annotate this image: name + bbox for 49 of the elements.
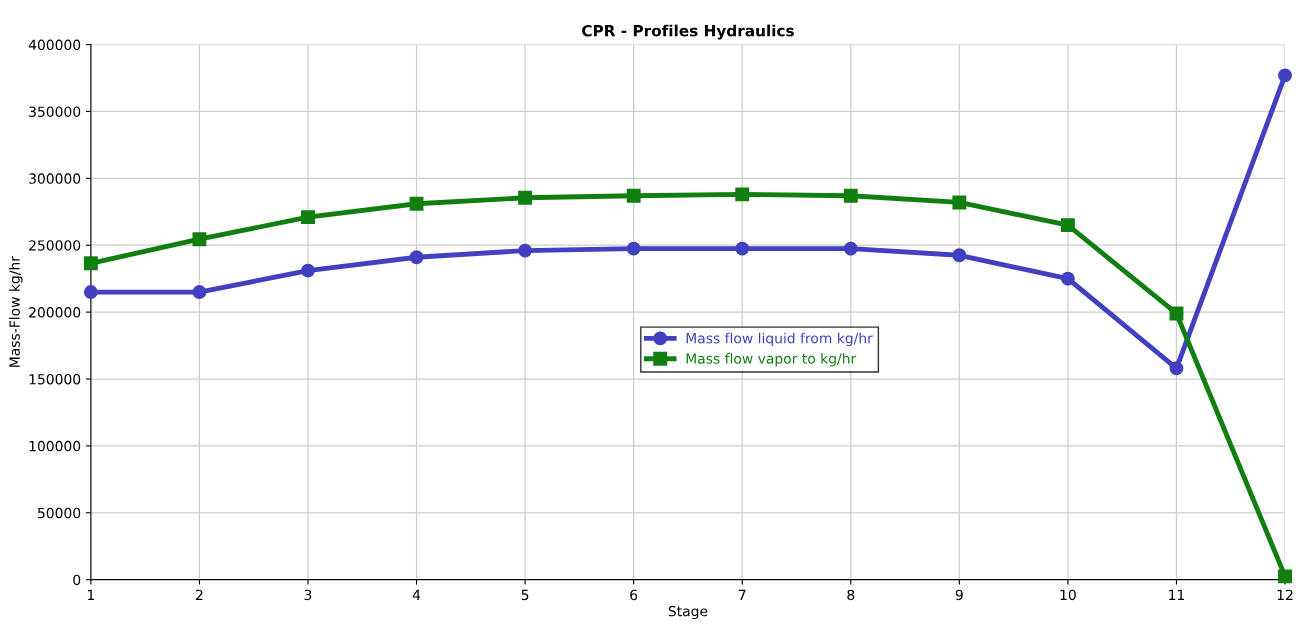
x-tick-label: 5 <box>521 589 529 601</box>
point <box>192 285 207 300</box>
x-tick-label: 10 <box>1060 589 1076 601</box>
x-tick-label: 11 <box>1169 589 1185 600</box>
point <box>1278 68 1292 83</box>
point <box>518 190 533 205</box>
x-axis-title: Stage <box>668 605 708 620</box>
y-tick-label: 400000 <box>28 39 81 51</box>
legend-label: Mass flow liquid from kg/hr <box>686 332 873 347</box>
x-tick-label: 9 <box>955 589 963 601</box>
point <box>301 263 315 278</box>
y-tick-label: 250000 <box>29 240 81 251</box>
x-tick-label: 4 <box>412 589 421 600</box>
y-tick-label: 0 <box>73 574 81 586</box>
point <box>192 232 207 247</box>
y-tick-label: 300000 <box>29 173 81 184</box>
point <box>1060 271 1075 286</box>
chart-title: CPR - Profiles Hydraulics <box>582 24 794 40</box>
y-axis-title: Mass-Flow kg/hr <box>9 256 23 367</box>
point <box>301 210 315 225</box>
point <box>1060 218 1075 233</box>
legend-label: Mass flow vapor to kg/hr <box>686 353 857 367</box>
point <box>735 187 750 202</box>
y-tick-label: 150000 <box>29 373 81 385</box>
y-tick-label: 350000 <box>29 106 81 117</box>
x-tick-label: 7 <box>738 589 746 600</box>
y-tick-label: 50000 <box>38 507 81 519</box>
x-tick-label: 8 <box>847 589 855 601</box>
x-tick-label: 12 <box>1277 589 1293 600</box>
point <box>952 248 967 263</box>
x-tick-label: 6 <box>630 589 638 601</box>
point <box>518 243 533 258</box>
point <box>626 188 641 203</box>
point <box>83 256 98 271</box>
x-tick-label: 2 <box>196 589 203 600</box>
y-tick-label: 100000 <box>29 440 81 452</box>
point <box>952 195 967 210</box>
x-tick-label: 3 <box>304 589 312 601</box>
point <box>843 241 858 256</box>
point <box>409 250 424 265</box>
point <box>409 196 424 211</box>
point <box>83 285 98 300</box>
x-tick-label: 1 <box>87 589 94 600</box>
point <box>1278 569 1292 584</box>
point <box>626 241 641 256</box>
point <box>735 241 750 256</box>
y-tick-label: 200000 <box>29 307 81 318</box>
point <box>843 188 858 203</box>
point <box>1169 361 1184 376</box>
